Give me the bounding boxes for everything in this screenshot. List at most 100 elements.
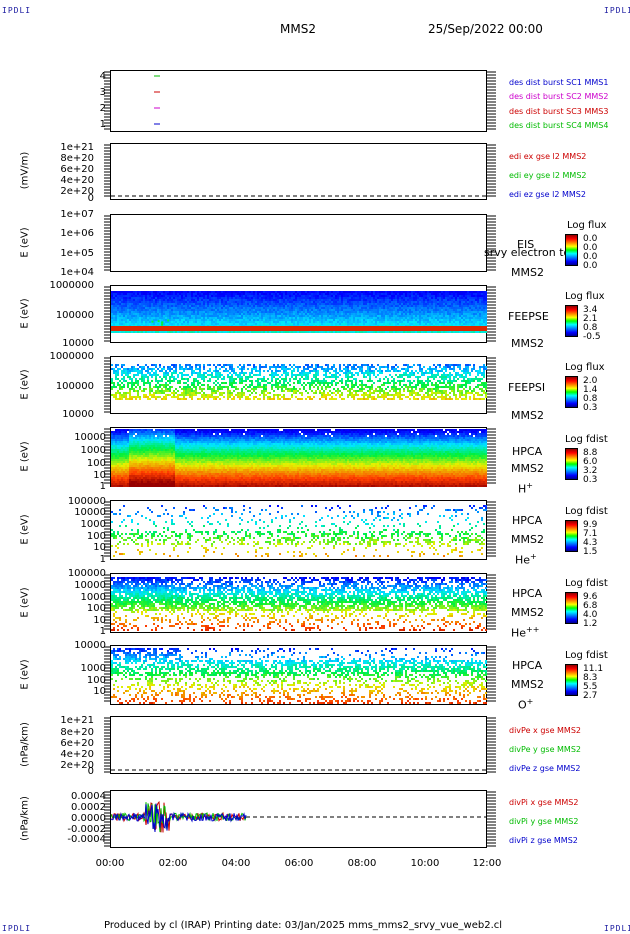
spec-cell [415,317,417,319]
spec-cell [479,291,481,293]
spec-cell [149,388,151,390]
spec-cell [211,311,213,313]
spec-cell [365,315,367,317]
spec-cell [161,392,163,394]
spec-cell [399,326,401,331]
spec-cell [301,301,303,303]
spec-cell [293,295,295,297]
spec-cell [357,301,359,303]
spec-cell [467,309,469,311]
spec-cell [173,394,175,396]
spec-cell [125,319,127,321]
spec-cell [437,321,439,323]
spec-cell [113,307,115,309]
spec-cell [361,311,363,313]
spec-cell [119,305,121,307]
spec-cell [267,315,269,317]
spec-cell [365,331,367,333]
spec-cell [181,307,183,309]
spec-cell [139,396,141,398]
spec-cell [405,293,407,295]
spec-cell [401,311,403,313]
spec-cell [465,307,467,309]
spec-cell [363,315,365,317]
spec-cell [363,293,365,295]
spec-cell [347,309,349,311]
spec-cell [477,305,479,307]
spec-cell [229,299,231,301]
spec-cell [127,331,129,333]
spec-cell [179,309,181,311]
spec-cell [355,301,357,303]
spec-cell [289,323,291,325]
spec-cell [235,291,237,293]
spec-cell [115,299,117,301]
spec-cell [459,295,461,297]
spec-cell [219,319,221,321]
spec-cell [123,309,125,311]
spec-cell [291,331,293,333]
spec-cell [479,321,481,323]
spec-cell [361,297,363,299]
spec-cell [147,297,149,299]
spec-cell [181,309,183,311]
spec-cell [385,299,387,301]
spec-cell [299,293,301,295]
spec-cell [479,293,481,295]
spec-cell [251,326,253,331]
spec-cell [349,299,351,301]
spec-cell [145,319,147,321]
spec-cell [235,305,237,307]
spec-cell [289,293,291,295]
spec-cell [471,303,473,305]
spec-cell [401,295,403,297]
spec-cell [425,303,427,305]
spec-cell [127,313,129,315]
spec-cell [159,396,161,398]
spec-cell [153,301,155,303]
spec-cell [225,307,227,309]
spec-cell [419,315,421,317]
spec-cell [167,372,169,374]
spec-cell [117,305,119,307]
spec-cell [333,301,335,303]
spec-cell [115,309,117,311]
spec-cell [469,301,471,303]
spec-cell [213,313,215,315]
spec-cell [337,307,339,309]
spec-cell [315,293,317,295]
spec-cell [459,297,461,299]
spec-cell [133,331,135,333]
spec-cell [423,291,425,293]
spec-cell [375,319,377,321]
spec-cell [179,321,181,323]
spec-cell [309,307,311,309]
spec-cell [397,307,399,309]
spec-cell [303,315,305,317]
spec-cell [313,303,315,305]
spec-cell [207,321,209,323]
spec-cell [367,303,369,305]
spec-cell [321,321,323,323]
spec-cell [281,317,283,319]
spec-cell [221,319,223,321]
spec-cell [445,319,447,321]
spec-cell [131,382,133,384]
spec-cell [363,317,365,319]
spec-cell [269,297,271,299]
spec-cell [429,326,431,331]
spec-cell [231,303,233,305]
spec-cell [209,307,211,309]
spec-cell [149,392,151,394]
spec-cell [345,317,347,319]
spec-cell [153,311,155,313]
spec-cell [111,364,113,366]
spec-cell [119,386,121,388]
spec-cell [209,315,211,317]
spec-cell [395,323,397,325]
spec-cell [333,299,335,301]
spec-cell [403,293,405,295]
spec-cell [359,326,361,331]
spec-cell [203,321,205,323]
spec-cell [281,307,283,309]
